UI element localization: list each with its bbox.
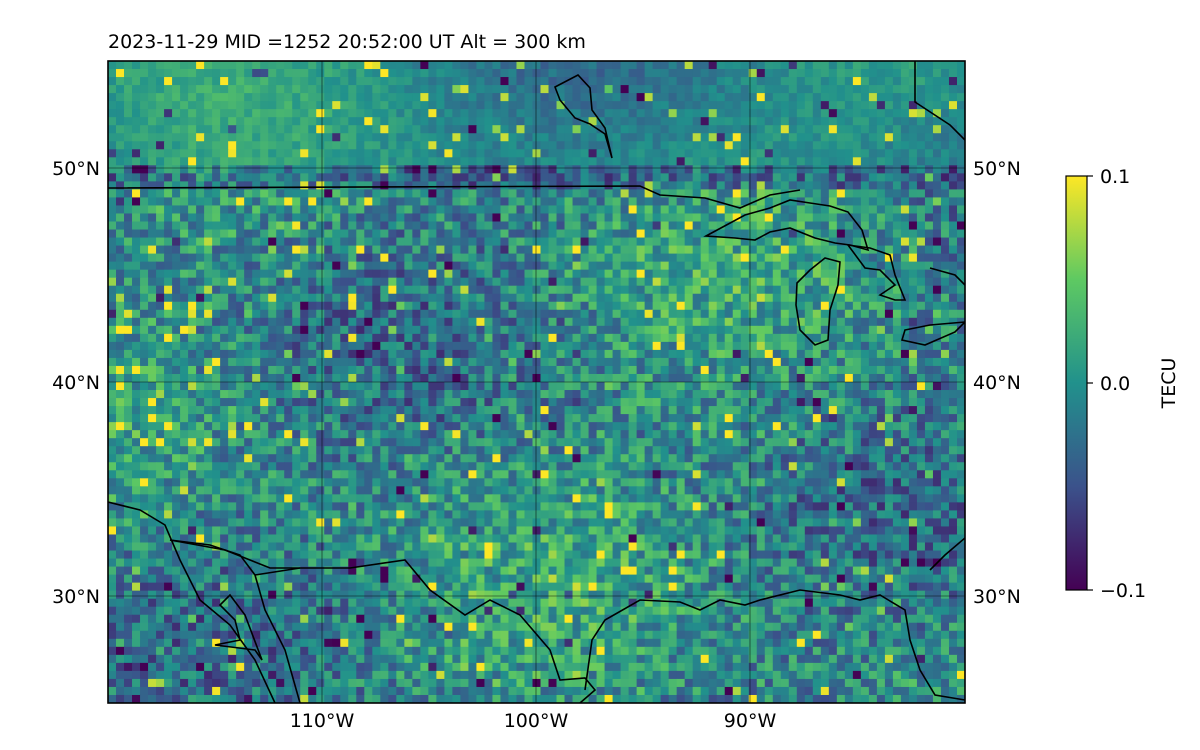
lake-erie — [900, 321, 965, 346]
lake-superior — [703, 199, 870, 252]
lat-label-right-40: 40°N — [973, 372, 1021, 394]
colorbar-tick-label-max: 0.1 — [1100, 166, 1130, 188]
map-panel — [107, 60, 966, 704]
lat-label-right-50: 50°N — [973, 158, 1021, 180]
lat-label-left-50: 50°N — [52, 158, 100, 180]
colorbar-tick-label-zero: 0.0 — [1100, 373, 1130, 395]
lake-huron — [846, 243, 907, 301]
gridlines — [108, 61, 965, 703]
mexico-border — [169, 539, 597, 703]
colorbar-tick-label-min: −0.1 — [1100, 580, 1146, 602]
border-line — [108, 185, 801, 209]
coastline — [214, 593, 263, 661]
lake-michigan — [795, 257, 841, 346]
coastline — [914, 61, 965, 141]
coastline — [929, 267, 965, 286]
map-frame — [107, 60, 966, 704]
colorbar-gradient — [1065, 175, 1088, 591]
lat-label-right-30: 30°N — [973, 586, 1021, 608]
lat-label-left-40: 40°N — [52, 372, 100, 394]
lat-label-left-30: 30°N — [52, 586, 100, 608]
tec-heatmap — [108, 61, 965, 703]
lon-label-90w: 90°W — [724, 710, 777, 732]
mexico-border — [254, 567, 301, 576]
colorbar-label: TECU — [1158, 358, 1180, 410]
lon-label-100w: 100°W — [504, 710, 569, 732]
coastline — [553, 74, 613, 159]
lon-label-110w: 110°W — [290, 710, 355, 732]
florida-coast — [929, 537, 965, 571]
colorbar: 0.1 0.0 −0.1 TECU — [1065, 166, 1180, 602]
coastline — [108, 501, 276, 703]
gulf-coast — [584, 589, 965, 701]
coastlines — [108, 61, 965, 703]
plot-title: 2023-11-29 MID =1252 20:52:00 UT Alt = 3… — [108, 31, 586, 53]
